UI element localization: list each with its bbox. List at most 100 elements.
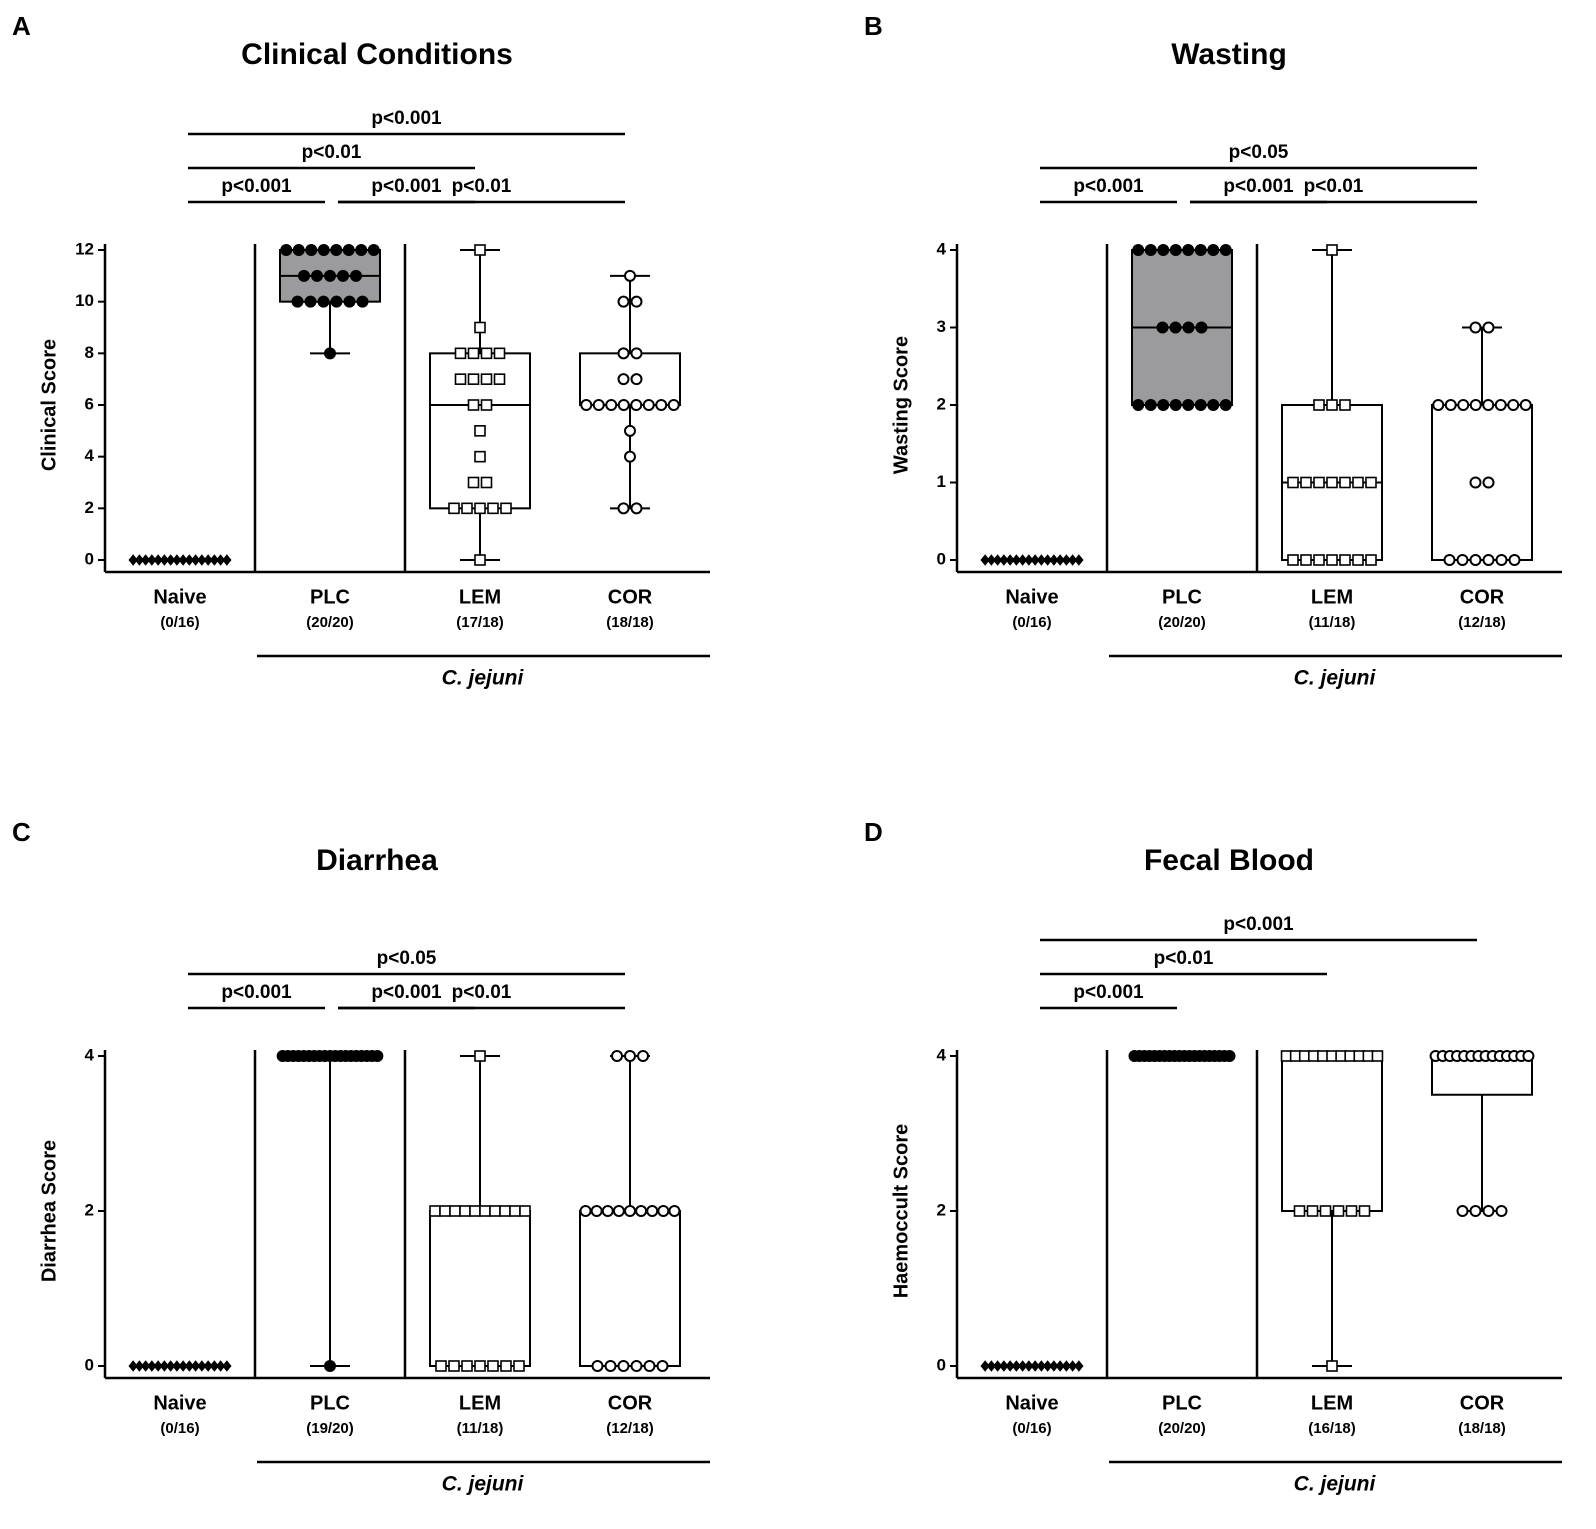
x-tick-label: Naive [1005, 1392, 1058, 1414]
significance-label: p<0.001 [1223, 914, 1294, 935]
point [630, 399, 643, 411]
point [355, 244, 368, 256]
point [1005, 1360, 1015, 1372]
point [656, 1360, 669, 1372]
point [172, 554, 182, 566]
point [617, 295, 630, 308]
point [1017, 554, 1028, 566]
point [461, 502, 473, 515]
point [454, 373, 467, 385]
point [367, 244, 380, 256]
point [499, 1205, 511, 1217]
box [579, 352, 681, 407]
point [1030, 554, 1040, 566]
significance-label: p<0.001 [1223, 176, 1294, 197]
point [1339, 399, 1351, 411]
x-tick-label: PLC [310, 586, 350, 608]
y-axis-label: Diarrhea Score [38, 1140, 60, 1282]
point [592, 399, 605, 411]
point [1326, 399, 1338, 411]
significance-label: p<0.01 [452, 176, 512, 197]
x-tick-label: LEM [459, 586, 501, 608]
point [1522, 1050, 1535, 1062]
point [1482, 321, 1495, 334]
x-sublabel: (20/20) [1158, 614, 1206, 631]
point [1011, 554, 1022, 566]
box [429, 1210, 531, 1367]
point [1169, 244, 1182, 256]
point [630, 502, 643, 515]
x-sublabel: (17/18) [456, 614, 504, 631]
point [134, 554, 145, 566]
x-sublabel: (0/16) [160, 1420, 199, 1437]
y-axis-label: Haemoccult Score [890, 1124, 912, 1299]
point [311, 269, 323, 282]
point [292, 244, 305, 256]
point [469, 1205, 481, 1217]
group-label: C. jejuni [1294, 1473, 1377, 1496]
point [1300, 476, 1312, 489]
point [1219, 399, 1232, 411]
y-tick-label: 0 [85, 549, 94, 568]
point [1482, 399, 1495, 411]
point [215, 1360, 226, 1372]
point [291, 295, 304, 308]
point [1024, 554, 1034, 566]
y-tick-label: 3 [937, 317, 946, 336]
point [630, 295, 643, 308]
y-tick-label: 8 [85, 343, 94, 362]
point [140, 554, 151, 566]
point [448, 502, 460, 515]
x-sublabel: (11/18) [1309, 614, 1356, 631]
point [500, 1360, 512, 1372]
point [1067, 1360, 1078, 1372]
point [617, 502, 630, 515]
point [222, 554, 232, 566]
point [1469, 476, 1482, 489]
point [605, 399, 618, 411]
point [1345, 1205, 1358, 1217]
point [474, 554, 486, 566]
point [591, 1360, 604, 1372]
y-tick-label: 2 [85, 498, 94, 517]
point [493, 347, 506, 360]
x-sublabel: (12/18) [606, 1420, 654, 1437]
point [337, 269, 349, 282]
point [500, 502, 512, 515]
x-sublabel: (0/16) [160, 614, 199, 631]
point [1287, 554, 1299, 566]
point [184, 554, 195, 566]
point [1157, 244, 1170, 256]
point [1132, 399, 1145, 411]
point [1207, 244, 1220, 256]
significance-label: p<0.001 [221, 982, 292, 1003]
x-sublabel: (20/20) [306, 614, 354, 631]
point [1067, 554, 1078, 566]
point [580, 399, 593, 411]
point [1024, 1360, 1034, 1372]
point [646, 1205, 659, 1217]
point [1005, 554, 1015, 566]
point [1042, 1360, 1053, 1372]
y-tick-label: 2 [937, 1200, 946, 1219]
point [184, 1360, 195, 1372]
point [474, 321, 486, 334]
point [324, 347, 336, 360]
point [1061, 1360, 1072, 1372]
point [1469, 321, 1482, 334]
point [1011, 1360, 1022, 1372]
point [513, 1360, 525, 1372]
significance-label: p<0.001 [371, 108, 442, 129]
chart-title: Diarrhea [316, 844, 438, 877]
y-tick-label: 2 [937, 394, 946, 413]
point [153, 554, 163, 566]
point [1508, 554, 1521, 566]
point [324, 269, 336, 282]
point [1030, 1360, 1040, 1372]
point [1182, 399, 1195, 411]
point [479, 1205, 491, 1217]
point [509, 1205, 521, 1217]
y-tick-label: 6 [85, 394, 94, 413]
x-tick-label: COR [1460, 1392, 1505, 1414]
x-tick-label: COR [1460, 586, 1505, 608]
